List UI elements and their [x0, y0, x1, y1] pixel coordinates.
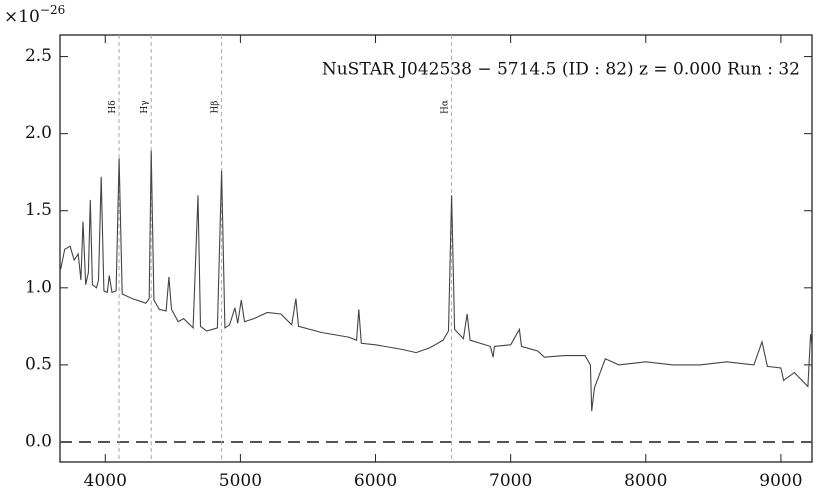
offset-label: ×10−26	[4, 3, 65, 27]
offset-base: ×10	[4, 7, 40, 27]
line-label: Hβ	[211, 100, 221, 113]
y-tick-label: 2.5	[25, 46, 52, 66]
x-tick-label: 7000	[489, 471, 532, 491]
offset-exponent: −26	[40, 3, 65, 17]
x-tick-label: 5000	[219, 471, 262, 491]
plot-frame	[59, 34, 813, 463]
x-tick-label: 4000	[84, 471, 127, 491]
chart-title: NuSTAR J042538 − 5714.5 (ID : 82) z = 0.…	[322, 60, 800, 80]
y-tick-label: 1.5	[25, 200, 52, 220]
line-label: Hδ	[108, 100, 118, 113]
y-tick-label: 0.0	[25, 431, 52, 451]
x-tick-label: 8000	[624, 471, 667, 491]
y-tick-label: 1.0	[25, 277, 52, 297]
x-tick-label: 6000	[354, 471, 397, 491]
y-tick-label: 0.5	[25, 354, 52, 374]
spectrum-line	[60, 150, 813, 412]
line-label: Hγ	[140, 100, 150, 113]
y-tick-label: 2.0	[25, 123, 52, 143]
line-label: Hα	[441, 100, 451, 114]
x-tick-label: 9000	[759, 471, 802, 491]
